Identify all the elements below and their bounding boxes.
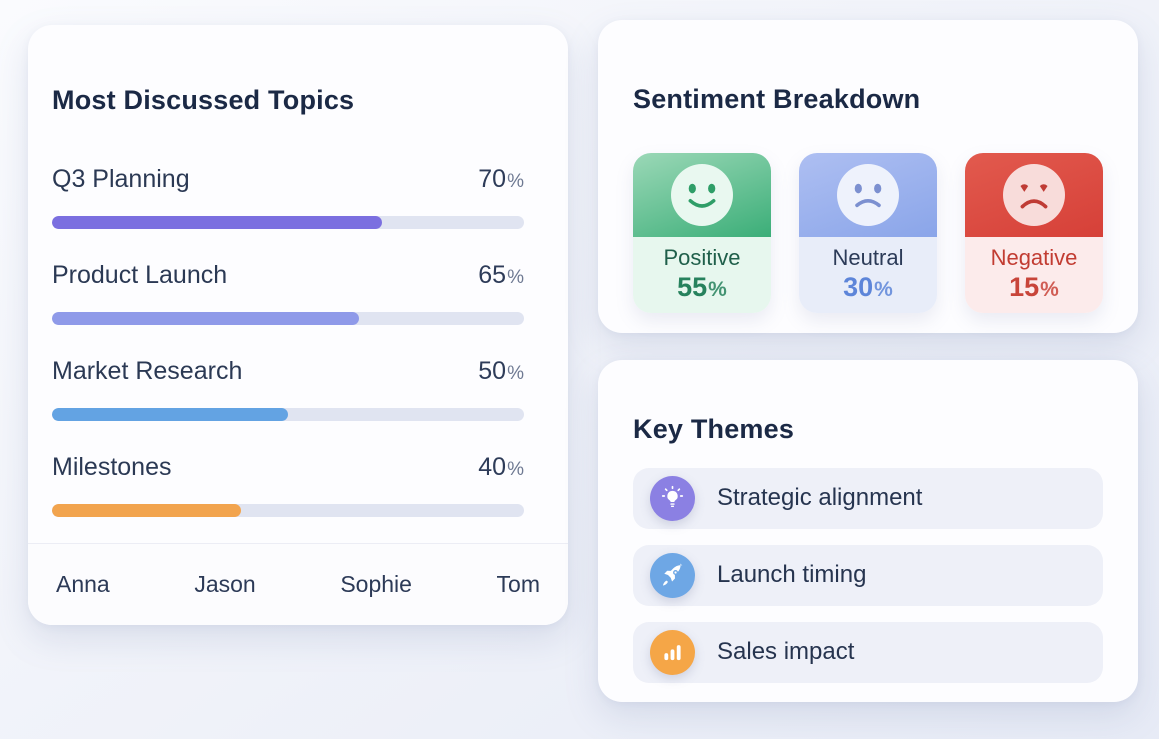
progress-track bbox=[52, 504, 524, 518]
topic-percent: 40% bbox=[478, 450, 524, 487]
sentiment-breakdown-card: Sentiment Breakdown Positive 55% bbox=[598, 20, 1138, 333]
sentiment-percent-value: 30 bbox=[843, 272, 874, 303]
participant-name: Tom bbox=[496, 571, 540, 597]
topic-percent-value: 65 bbox=[478, 261, 507, 290]
sentiment-percent: 30% bbox=[843, 272, 893, 305]
percent-sign: % bbox=[708, 278, 727, 302]
topics-list: Q3 Planning 70% Product Launch 65% M bbox=[52, 162, 524, 518]
topic-percent-value: 70 bbox=[478, 165, 507, 194]
smile-face-icon bbox=[671, 164, 733, 227]
topic-percent: 70% bbox=[478, 162, 524, 199]
angry-face-icon bbox=[1003, 164, 1065, 227]
topic-percent-value: 50 bbox=[478, 357, 507, 386]
topic-row: Milestones 40% bbox=[52, 450, 524, 518]
theme-label: Strategic alignment bbox=[717, 484, 923, 512]
sentiment-tile-panel: Negative 15% bbox=[965, 237, 1103, 314]
topic-row: Q3 Planning 70% bbox=[52, 162, 524, 230]
sentiment-label: Neutral bbox=[832, 245, 904, 271]
progress-track bbox=[52, 312, 524, 326]
participants-row: Anna Jason Sophie Tom bbox=[28, 543, 568, 625]
sentiment-percent-value: 15 bbox=[1009, 272, 1040, 303]
topic-percent: 50% bbox=[478, 354, 524, 391]
lightbulb-icon bbox=[650, 475, 695, 521]
frown-face-icon bbox=[837, 164, 899, 227]
bar-chart-icon bbox=[650, 629, 695, 675]
percent-sign: % bbox=[507, 267, 524, 289]
topic-percent: 65% bbox=[478, 258, 524, 295]
topic-percent-value: 40 bbox=[478, 453, 507, 482]
sentiment-tile-neutral: Neutral 30% bbox=[799, 153, 937, 314]
topic-label: Q3 Planning bbox=[52, 165, 190, 194]
progress-track bbox=[52, 216, 524, 230]
percent-sign: % bbox=[874, 278, 893, 302]
topic-label: Milestones bbox=[52, 453, 172, 482]
sentiment-tile-top bbox=[965, 153, 1103, 238]
percent-sign: % bbox=[1040, 278, 1059, 302]
percent-sign: % bbox=[507, 459, 524, 481]
theme-item-launch-timing: Launch timing bbox=[633, 544, 1103, 606]
progress-fill bbox=[52, 216, 383, 230]
sentiment-percent: 15% bbox=[1009, 272, 1059, 305]
progress-fill bbox=[52, 312, 359, 326]
sentiment-label: Negative bbox=[990, 245, 1078, 271]
themes-card-title: Key Themes bbox=[633, 414, 795, 445]
sentiment-tile-panel: Positive 55% bbox=[633, 237, 771, 314]
sentiment-card-title: Sentiment Breakdown bbox=[633, 84, 921, 115]
progress-fill bbox=[52, 504, 241, 518]
theme-item-sales-impact: Sales impact bbox=[633, 621, 1103, 683]
sentiment-tile-top bbox=[799, 153, 937, 238]
sentiment-tile-negative: Negative 15% bbox=[965, 153, 1103, 314]
topics-card-title: Most Discussed Topics bbox=[52, 85, 355, 116]
theme-label: Launch timing bbox=[717, 561, 867, 589]
topic-label: Market Research bbox=[52, 357, 243, 386]
theme-label: Sales impact bbox=[717, 638, 855, 666]
percent-sign: % bbox=[507, 171, 524, 193]
sentiment-percent: 55% bbox=[677, 272, 727, 305]
sentiment-tile-top bbox=[633, 153, 771, 238]
participant-name: Sophie bbox=[340, 571, 412, 597]
most-discussed-topics-card: Most Discussed Topics Q3 Planning 70% Pr… bbox=[28, 25, 568, 625]
sentiment-percent-value: 55 bbox=[677, 272, 708, 303]
sentiment-label: Positive bbox=[663, 245, 741, 271]
key-themes-card: Key Themes Strategic alignment bbox=[598, 360, 1138, 702]
progress-fill bbox=[52, 408, 288, 422]
theme-item-strategic-alignment: Strategic alignment bbox=[633, 467, 1103, 529]
rocket-icon bbox=[650, 552, 695, 598]
topic-row: Market Research 50% bbox=[52, 354, 524, 422]
participant-name: Anna bbox=[56, 571, 110, 597]
participant-name: Jason bbox=[194, 571, 256, 597]
sentiment-tiles: Positive 55% Neutral 30% bbox=[633, 153, 1103, 314]
progress-track bbox=[52, 408, 524, 422]
topic-label: Product Launch bbox=[52, 261, 228, 290]
sentiment-tile-positive: Positive 55% bbox=[633, 153, 771, 314]
sentiment-tile-panel: Neutral 30% bbox=[799, 237, 937, 314]
percent-sign: % bbox=[507, 363, 524, 385]
topic-row: Product Launch 65% bbox=[52, 258, 524, 326]
